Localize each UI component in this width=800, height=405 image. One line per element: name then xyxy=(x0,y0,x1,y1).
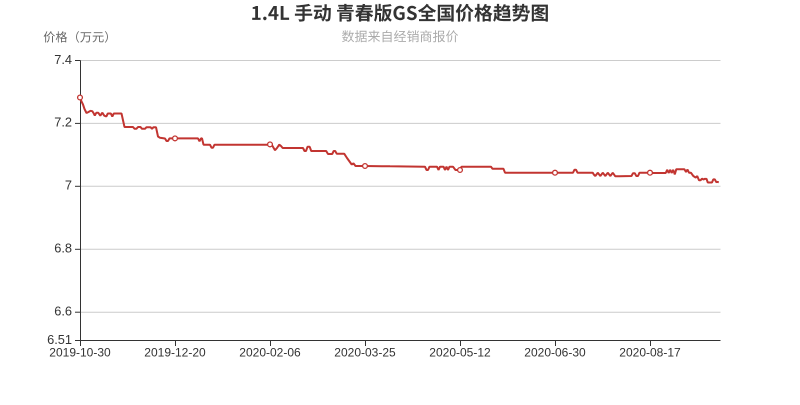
svg-text:2020-08-17: 2020-08-17 xyxy=(619,346,681,360)
svg-text:2020-02-06: 2020-02-06 xyxy=(239,346,301,360)
svg-text:6.6: 6.6 xyxy=(54,304,72,319)
svg-text:7.2: 7.2 xyxy=(54,115,72,130)
svg-text:2020-06-30: 2020-06-30 xyxy=(524,346,586,360)
svg-text:2020-05-12: 2020-05-12 xyxy=(429,346,491,360)
svg-text:6.51: 6.51 xyxy=(47,332,72,347)
svg-text:2020-03-25: 2020-03-25 xyxy=(334,346,396,360)
svg-text:6.8: 6.8 xyxy=(54,241,72,256)
svg-text:7: 7 xyxy=(65,178,72,193)
svg-text:7.4: 7.4 xyxy=(54,52,72,67)
svg-text:2019-10-30: 2019-10-30 xyxy=(49,346,111,360)
svg-text:2019-12-20: 2019-12-20 xyxy=(144,346,206,360)
